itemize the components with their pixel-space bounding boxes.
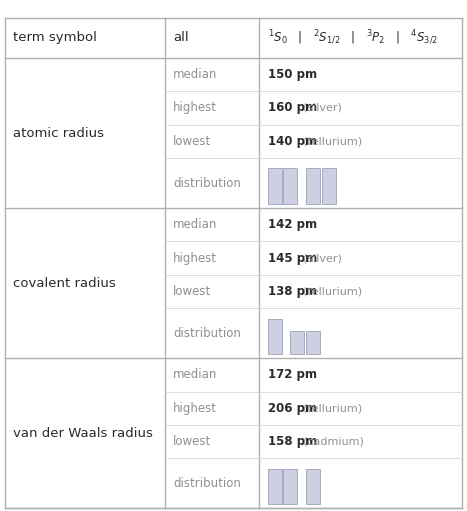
Text: distribution: distribution	[173, 327, 241, 340]
Text: term symbol: term symbol	[13, 31, 97, 44]
Text: distribution: distribution	[173, 477, 241, 490]
Text: median: median	[173, 218, 218, 231]
Text: 145 pm: 145 pm	[268, 251, 317, 265]
Text: median: median	[173, 68, 218, 81]
Bar	[268, 469, 282, 504]
Bar	[268, 318, 282, 354]
Text: (silver): (silver)	[303, 103, 341, 113]
Text: highest: highest	[173, 402, 217, 415]
Text: 158 pm: 158 pm	[268, 435, 317, 448]
Text: highest: highest	[173, 102, 217, 114]
Text: 140 pm: 140 pm	[268, 135, 317, 148]
Text: $^1S_0$   |   $^2S_{1/2}$   |   $^3P_2$   |   $^4S_{3/2}$: $^1S_0$ | $^2S_{1/2}$ | $^3P_2$ | $^4S_{…	[268, 29, 438, 47]
Bar	[283, 469, 297, 504]
Text: highest: highest	[173, 251, 217, 265]
Text: 172 pm: 172 pm	[268, 368, 317, 381]
Bar	[306, 169, 320, 204]
Text: (tellurium): (tellurium)	[303, 403, 362, 413]
Text: atomic radius: atomic radius	[13, 127, 104, 140]
Text: covalent radius: covalent radius	[13, 276, 116, 290]
Text: 142 pm: 142 pm	[268, 218, 317, 231]
Bar	[306, 469, 320, 504]
Text: (tellurium): (tellurium)	[303, 136, 362, 146]
Bar	[306, 331, 320, 354]
Text: (tellurium): (tellurium)	[303, 287, 362, 296]
Text: 150 pm: 150 pm	[268, 68, 317, 81]
Text: median: median	[173, 368, 218, 381]
Text: 138 pm: 138 pm	[268, 285, 317, 298]
Text: (cadmium): (cadmium)	[303, 437, 363, 447]
Text: (silver): (silver)	[303, 253, 341, 263]
Text: lowest: lowest	[173, 285, 212, 298]
Bar	[322, 169, 336, 204]
Bar	[283, 169, 297, 204]
Text: van der Waals radius: van der Waals radius	[13, 427, 153, 440]
Text: lowest: lowest	[173, 135, 212, 148]
Text: 160 pm: 160 pm	[268, 102, 317, 114]
Text: all: all	[173, 31, 189, 44]
Text: 206 pm: 206 pm	[268, 402, 317, 415]
Bar	[290, 331, 304, 354]
Text: lowest: lowest	[173, 435, 212, 448]
Bar	[268, 169, 282, 204]
Text: distribution: distribution	[173, 177, 241, 190]
